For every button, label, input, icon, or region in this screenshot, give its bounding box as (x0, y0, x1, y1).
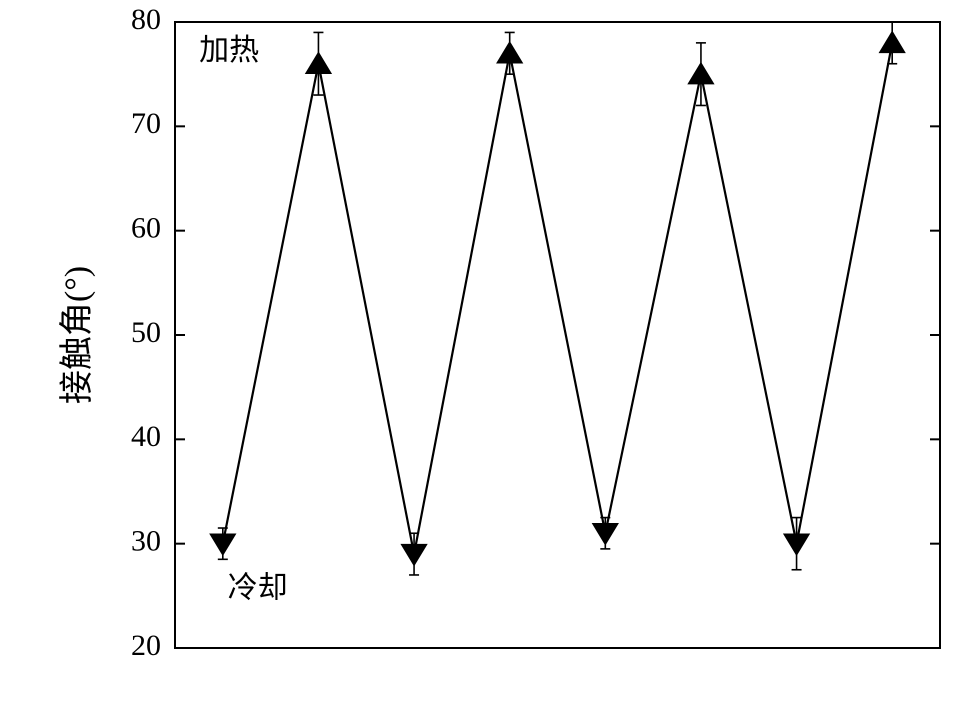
y-axis-label: 接触角(°) (58, 266, 96, 404)
y-tick-label: 20 (131, 629, 161, 662)
y-tick-label: 30 (131, 525, 161, 558)
chart-svg: 20 30 40 50 60 70 80 接触角(°) 加热冷却 (0, 0, 970, 705)
y-tick-label: 40 (131, 420, 161, 453)
y-tick-label: 70 (131, 107, 161, 140)
annotation-cooling_label: 冷却 (228, 572, 288, 605)
chart-container: 20 30 40 50 60 70 80 接触角(°) 加热冷却 (0, 0, 970, 705)
y-tick-label: 60 (131, 212, 161, 245)
annotation-heating_label: 加热 (199, 34, 259, 67)
plot-frame (175, 22, 940, 648)
y-tick-label: 80 (131, 3, 161, 36)
y-tick-label: 50 (131, 316, 161, 349)
